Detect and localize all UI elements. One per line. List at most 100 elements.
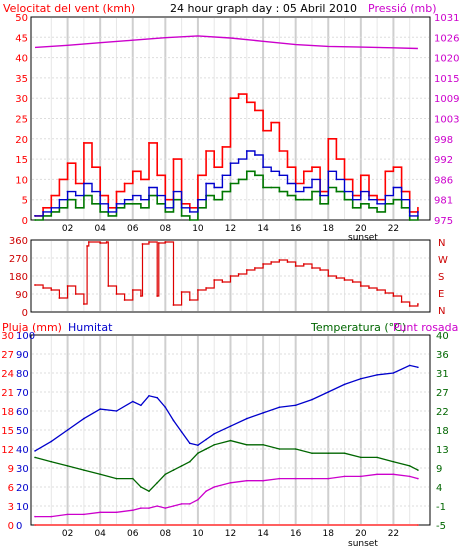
pressure-y-tick-label: 986 bbox=[434, 175, 453, 186]
wind-avg-line-point bbox=[83, 182, 85, 185]
humidity-line-point bbox=[34, 450, 36, 452]
pressure-y-tick-label: 998 bbox=[434, 135, 453, 146]
wind-avg-line-point bbox=[156, 194, 159, 197]
wind-direction-line-point bbox=[400, 301, 403, 303]
dewpoint-line-point bbox=[311, 477, 313, 480]
wind-avg-line-point bbox=[213, 186, 216, 189]
humidity-line-point bbox=[417, 366, 419, 369]
humidity-line-point bbox=[50, 440, 53, 443]
temperature-line-point bbox=[278, 448, 281, 450]
compass-letter-label: E bbox=[438, 289, 444, 300]
direction-y-tick-label: 90 bbox=[15, 290, 28, 301]
wind-gust-line-point bbox=[311, 166, 313, 169]
wind-direction-line-point bbox=[359, 285, 362, 287]
humidity-line-point bbox=[294, 404, 297, 407]
wind-direction-line-point bbox=[131, 289, 134, 291]
wind-direction-line-point bbox=[278, 259, 281, 261]
wind-min-line-point bbox=[376, 211, 378, 213]
dewpoint-line-point bbox=[327, 477, 330, 480]
wind-direction-line-point bbox=[270, 261, 273, 263]
wind-min-line-point bbox=[278, 190, 281, 193]
wind-direction-line-point bbox=[213, 279, 216, 281]
wind-avg-line-point bbox=[148, 186, 150, 189]
wind-direction-line-point bbox=[87, 241, 90, 243]
wind-y-tick-label: 40 bbox=[15, 54, 28, 65]
x-tick-label: 10 bbox=[192, 224, 204, 234]
rain-y-tick-label: 6 bbox=[8, 483, 14, 494]
wind-avg-line bbox=[35, 150, 419, 217]
temperature-y-tick-label: 4 bbox=[436, 483, 442, 494]
wind-min-line bbox=[35, 170, 419, 221]
x-tick-label: 22 bbox=[388, 529, 399, 539]
wind-avg-line-point bbox=[164, 206, 167, 209]
humidity-y-tick-label: 60 bbox=[16, 407, 29, 418]
wind-avg-line-point bbox=[343, 190, 346, 193]
dewpoint-label: Punt rosada bbox=[393, 321, 458, 334]
temperature-y-tick-label: 13 bbox=[436, 445, 449, 456]
temperature-line-point bbox=[34, 456, 36, 459]
temperature-y-tick-label: 18 bbox=[436, 426, 449, 437]
wind-min-line-point bbox=[311, 190, 313, 193]
humidity-y-tick-label: 0 bbox=[16, 521, 22, 532]
temperature-line-point bbox=[311, 452, 313, 455]
wind-direction-line-point bbox=[66, 285, 69, 287]
x-tick-label: 14 bbox=[257, 224, 269, 234]
rain-line-point bbox=[417, 524, 419, 526]
dewpoint-line-point bbox=[376, 473, 378, 476]
wind-min-line-point bbox=[91, 202, 93, 205]
humidity-line-point bbox=[99, 408, 101, 410]
wind-gust-line-point bbox=[302, 170, 305, 173]
wind-direction-line-point bbox=[368, 287, 370, 289]
wind-gust-line-point bbox=[74, 182, 77, 185]
wind-avg-line-point bbox=[172, 190, 175, 193]
x-tick-label: 16 bbox=[290, 529, 302, 539]
wind-direction-line-point bbox=[180, 291, 183, 293]
dewpoint-line-point bbox=[278, 477, 281, 480]
wind-direction-line-point bbox=[172, 304, 175, 306]
wind-y-tick-label: 35 bbox=[15, 74, 28, 85]
wind-direction-line-point bbox=[83, 303, 85, 305]
wind-avg-line-point bbox=[237, 158, 240, 161]
wind-avg-line-point bbox=[58, 198, 61, 201]
humidity-y-tick-label: 20 bbox=[16, 483, 29, 494]
humidity-y-tick-label: 50 bbox=[16, 426, 29, 437]
humidity-line-point bbox=[262, 412, 264, 414]
wind-min-line-point bbox=[237, 178, 240, 181]
humidity-y-tick-label: 30 bbox=[16, 464, 29, 475]
wind-y-tick-label: 50 bbox=[15, 13, 28, 24]
wind-avg-line-point bbox=[278, 174, 281, 177]
temperature-line-point bbox=[262, 444, 264, 446]
wind-avg-line-point bbox=[417, 211, 419, 213]
wind-direction-line-point bbox=[294, 265, 297, 267]
temperature-y-tick-label: 31 bbox=[436, 369, 449, 380]
x-tick-label: 22 bbox=[388, 224, 399, 234]
pressure-y-tick-label: 1009 bbox=[434, 94, 459, 105]
wind-gust-line-point bbox=[384, 170, 387, 173]
wind-y-tick-label: 10 bbox=[15, 175, 28, 186]
temperature-line-point bbox=[408, 465, 411, 467]
wind-min-line-point bbox=[213, 198, 216, 201]
wind-direction-line-point bbox=[376, 289, 378, 291]
wind-avg-line-point bbox=[254, 154, 256, 156]
wind-avg-line-point bbox=[384, 194, 387, 197]
wind-direction-line-point bbox=[384, 292, 387, 294]
temperature-line-point bbox=[189, 460, 191, 463]
wind-y-tick-label: 0 bbox=[22, 216, 28, 227]
humidity-y-tick-label: 40 bbox=[16, 445, 29, 456]
wind-min-line-point bbox=[156, 202, 159, 205]
wind-avg-line-point bbox=[229, 162, 232, 165]
humidity-line-point bbox=[327, 391, 330, 393]
wind-direction-line-point bbox=[408, 305, 411, 307]
humidity-line-point bbox=[205, 438, 207, 441]
wind-avg-line-point bbox=[140, 198, 142, 201]
compass-letter-label: S bbox=[438, 272, 444, 283]
direction-y-tick-label: 0 bbox=[22, 308, 28, 319]
pressure-y-tick-label: 1020 bbox=[434, 54, 459, 65]
wind-y-tick-label: 5 bbox=[22, 196, 28, 207]
wind-gust-line-point bbox=[278, 150, 281, 152]
wind-avg-line-point bbox=[205, 182, 208, 185]
humidity-line-point bbox=[180, 431, 183, 433]
temperature-line-point bbox=[172, 469, 175, 471]
wind-avg-line-point bbox=[376, 202, 378, 205]
rain-y-tick-label: 24 bbox=[1, 369, 14, 380]
